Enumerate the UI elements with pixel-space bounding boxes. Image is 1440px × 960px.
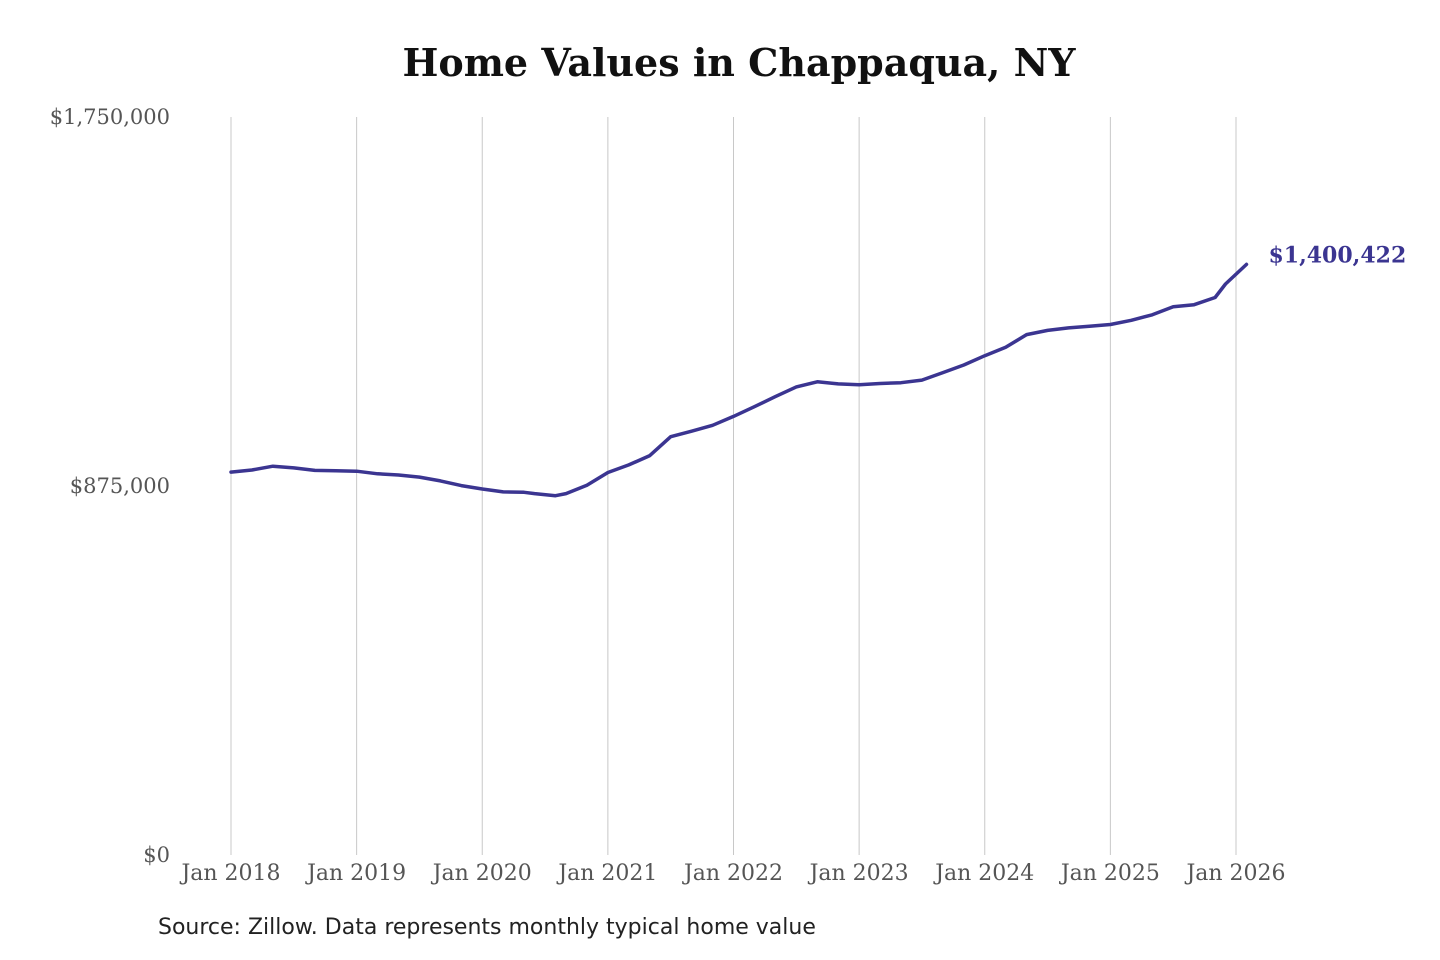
end-value-label: $1,400,422 — [1268, 242, 1406, 268]
x-tick-label: Jan 2024 — [933, 861, 1034, 886]
y-tick-label: $1,750,000 — [50, 105, 170, 129]
x-tick-label: Jan 2021 — [556, 861, 657, 886]
x-tick-label: Jan 2022 — [682, 861, 783, 886]
x-tick-label: Jan 2020 — [431, 861, 532, 886]
x-tick-label: Jan 2018 — [179, 861, 280, 886]
x-tick-label: Jan 2019 — [305, 861, 406, 886]
y-tick-label: $875,000 — [70, 474, 170, 498]
source-note: Source: Zillow. Data represents monthly … — [158, 915, 816, 940]
chart-title: Home Values in Chappaqua, NY — [402, 40, 1076, 85]
x-tick-label: Jan 2023 — [808, 861, 909, 886]
y-tick-label: $0 — [143, 843, 170, 867]
series-line — [229, 262, 1249, 498]
x-tick-label: Jan 2026 — [1184, 861, 1285, 886]
x-tick-label: Jan 2025 — [1059, 861, 1160, 886]
